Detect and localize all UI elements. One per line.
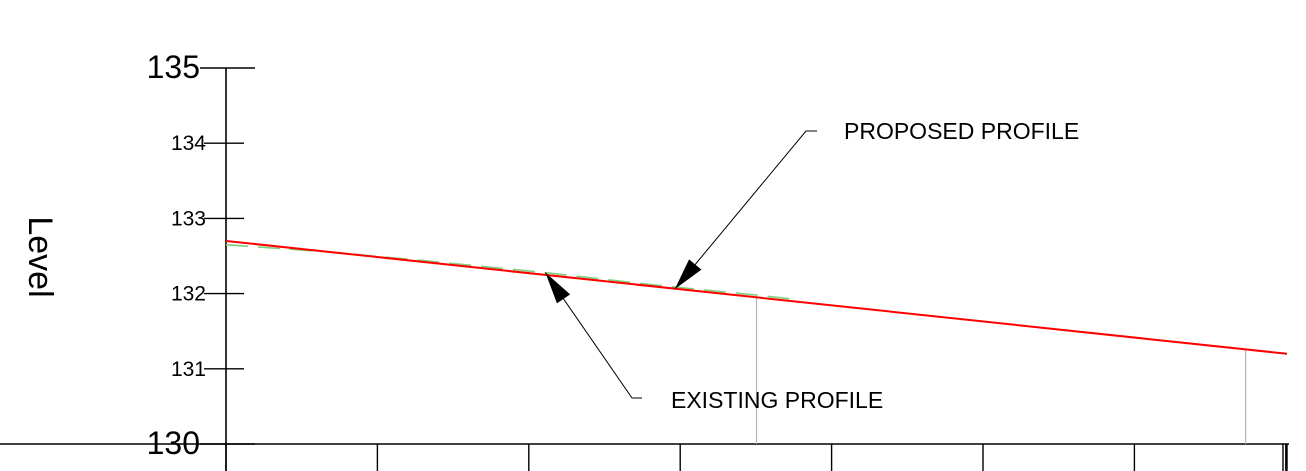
- leader-existing: [544, 272, 642, 399]
- y-tick-label: 135: [147, 49, 200, 85]
- vertical-markers: [755, 295, 1247, 444]
- annotation-proposed-label: PROPOSED PROFILE: [844, 118, 1079, 144]
- y-tick-label: 134: [171, 132, 206, 155]
- annotation-existing-label: EXISTING PROFILE: [671, 387, 883, 413]
- leader-proposed: [674, 130, 817, 290]
- series-line-proposed: [225, 239, 1288, 355]
- axes: 135 134 133 132 131 130: [0, 49, 1289, 471]
- y-tick-label: 131: [171, 358, 206, 381]
- y-tick-label: 132: [171, 283, 206, 306]
- arrowhead-proposed: [674, 259, 702, 290]
- y-tick-label: 133: [171, 207, 206, 230]
- y-tick-label: 130: [147, 425, 200, 461]
- arrowhead-existing: [545, 272, 571, 304]
- annotations: PROPOSED PROFILE EXISTING PROFILE: [544, 118, 1079, 413]
- y-axis-label: Level: [21, 216, 59, 297]
- series-layer: [225, 239, 1288, 355]
